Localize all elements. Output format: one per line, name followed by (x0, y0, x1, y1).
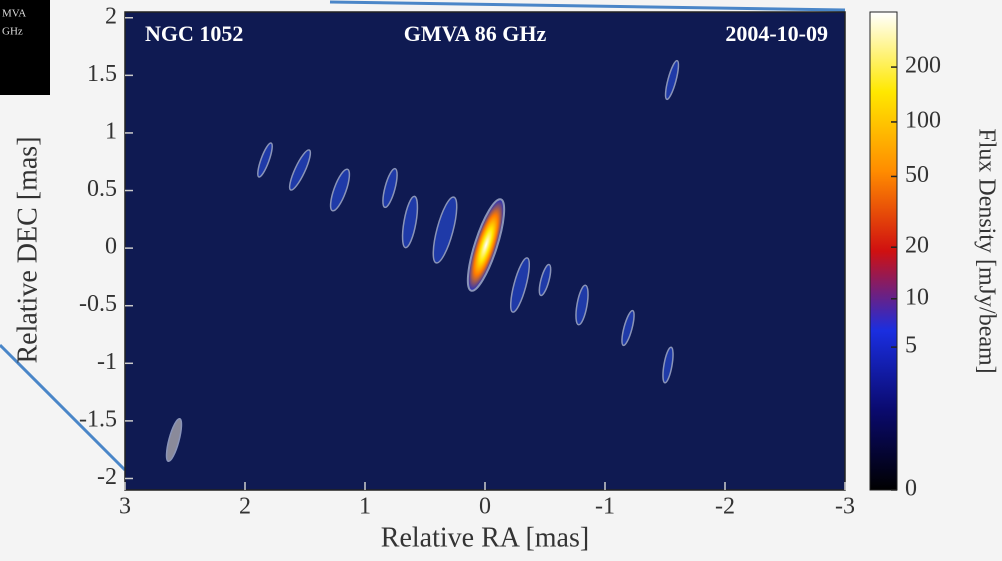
colorbar-tick-label: 100 (905, 107, 941, 133)
slide-inset (0, 0, 50, 95)
y-axis-label: Relative DEC [mas] (12, 136, 43, 363)
y-tick-label: 1.5 (87, 61, 117, 87)
y-tick-label: 0 (105, 234, 117, 260)
colorbar (869, 11, 898, 491)
core-emission (466, 198, 506, 292)
colorbar-label: Flux Density [mJy/beam] (973, 128, 999, 373)
colorbar-tick-label: 5 (905, 333, 917, 359)
colorbar-tick-label: 50 (905, 162, 929, 188)
y-tick-label: 0.5 (87, 176, 117, 202)
inset-text: GHz (2, 26, 23, 38)
colorbar-tick-label: 20 (905, 233, 929, 259)
y-tick-label: 2 (105, 3, 117, 29)
annotation: 2004-10-09 (725, 21, 828, 46)
x-tick-label: 2 (239, 494, 251, 520)
image-plot (125, 12, 845, 490)
annotation: NGC 1052 (145, 21, 243, 46)
y-tick-label: -1.5 (79, 406, 117, 432)
inset-text: MVA (2, 8, 26, 20)
y-tick-label: -0.5 (79, 291, 117, 317)
x-tick-label: 1 (359, 494, 371, 520)
x-tick-label: -2 (715, 494, 735, 520)
slide-line (329, 0, 846, 12)
slide-line (0, 343, 127, 472)
x-tick-label: 0 (479, 494, 491, 520)
colorbar-tick-label: 0 (905, 476, 917, 502)
annotation: GMVA 86 GHz (404, 21, 547, 46)
y-tick-label: 1 (105, 118, 117, 144)
x-tick-label: -1 (595, 494, 615, 520)
colorbar-tick-label: 10 (905, 284, 929, 310)
y-tick-label: -2 (97, 464, 117, 490)
y-tick-label: -1 (97, 349, 117, 375)
emission-contours (165, 59, 680, 463)
colorbar-tick-label: 200 (905, 53, 941, 79)
x-tick-label: 3 (119, 494, 131, 520)
x-tick-label: -3 (835, 494, 855, 520)
x-axis-label: Relative RA [mas] (381, 522, 589, 553)
